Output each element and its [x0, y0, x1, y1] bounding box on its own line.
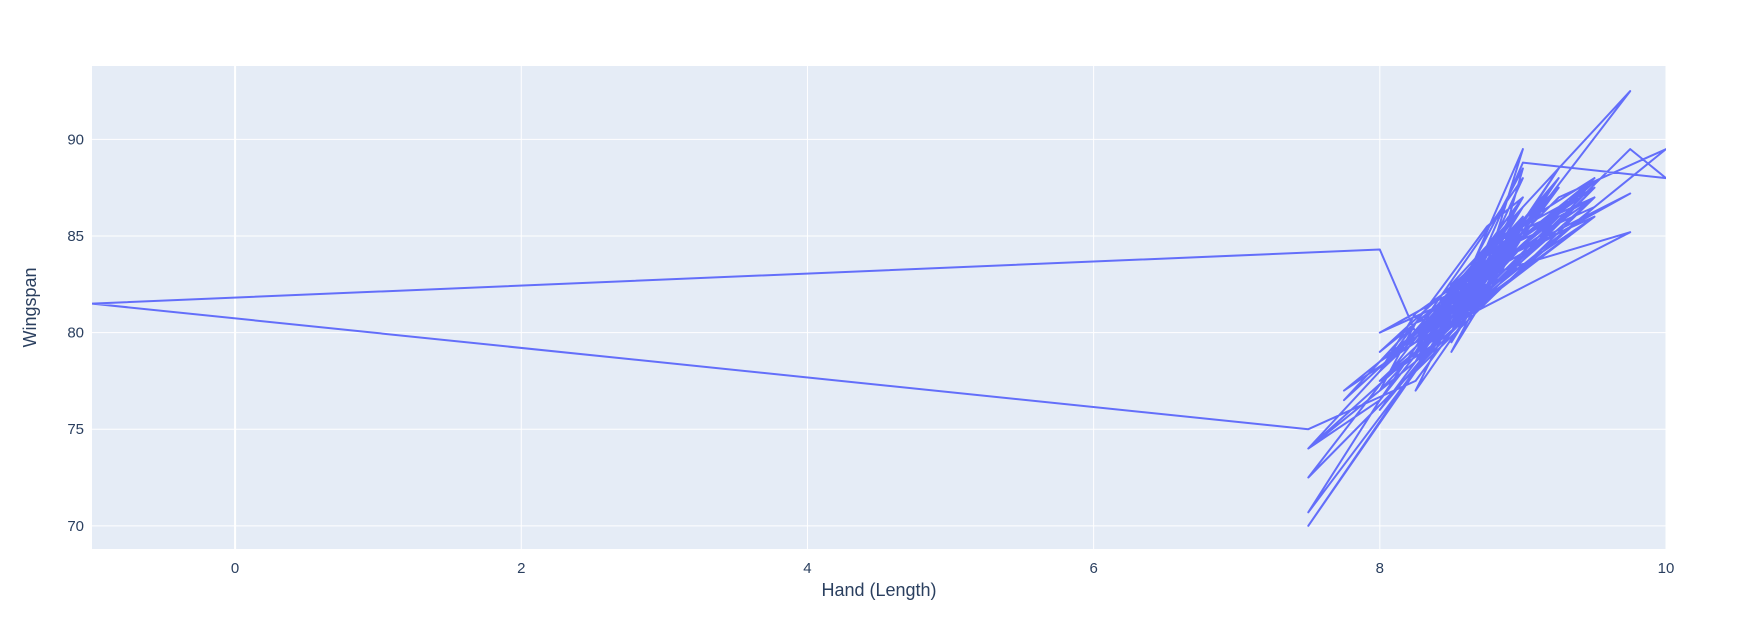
series-line-group	[92, 90, 1666, 527]
y-tick-label: 75	[67, 421, 84, 438]
y-tick-label: 90	[67, 131, 84, 148]
x-tick-label: 8	[1376, 560, 1384, 577]
x-tick-label: 4	[803, 560, 811, 577]
plot-background	[92, 66, 1666, 549]
x-tick-label: 2	[517, 560, 525, 577]
x-tick-label: 0	[231, 560, 239, 577]
y-tick-label: 85	[67, 228, 84, 245]
tick-labels: 0 2 4 6 8 10 70 75 80 85 90	[67, 131, 1674, 577]
y-axis-title: Wingspan	[20, 267, 40, 347]
y-tick-label: 80	[67, 325, 84, 342]
x-tick-label: 6	[1089, 560, 1097, 577]
y-tick-label: 70	[67, 518, 84, 535]
series-line	[92, 90, 1666, 527]
x-tick-label: 10	[1658, 560, 1675, 577]
x-axis-title: Hand (Length)	[821, 580, 936, 600]
